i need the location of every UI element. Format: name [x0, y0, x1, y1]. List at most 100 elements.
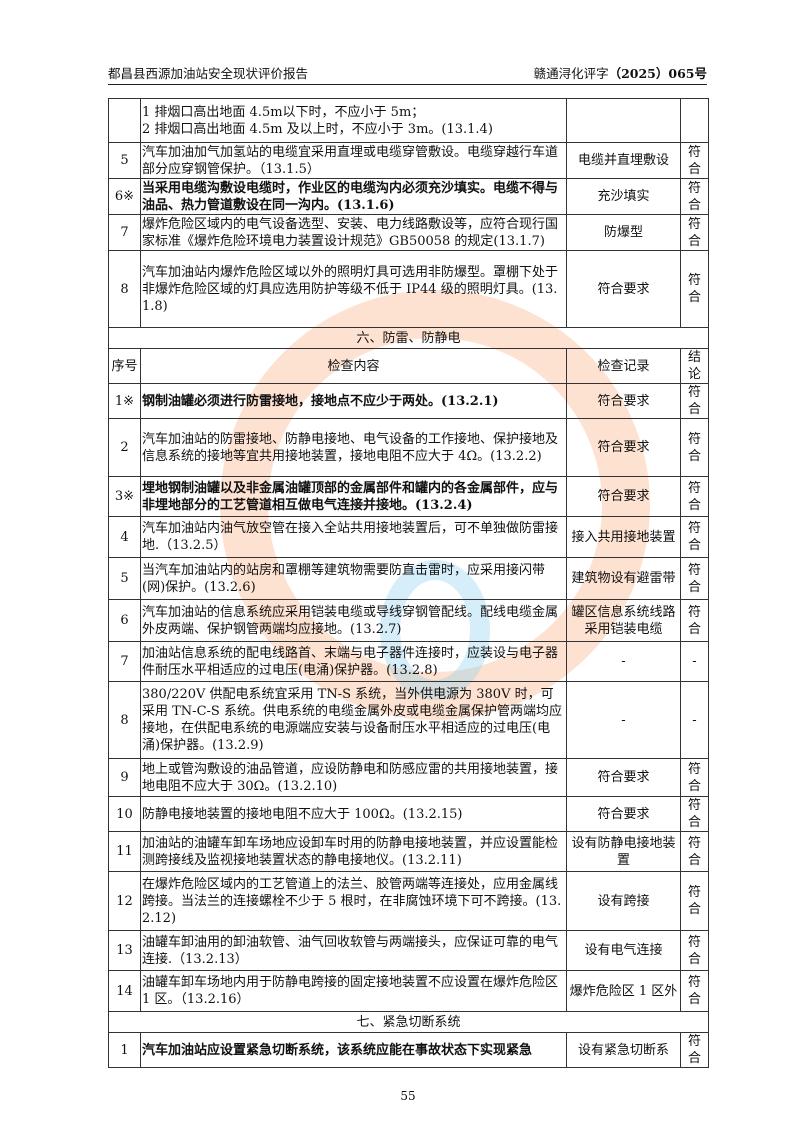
- check-record: 符合要求: [566, 758, 681, 797]
- table-row: 12 在爆炸危险区域内的工艺管道上的法兰、胶管两端等连接处，应用金属线跨接。当法兰…: [108, 871, 709, 931]
- table-row: 1 汽车加油站应设置紧急切断系统，该系统应能在事故状态下实现紧急 设有紧急切断系 符合: [108, 1032, 709, 1068]
- conclusion: 符合: [680, 214, 709, 251]
- row-number: 3※: [108, 476, 141, 517]
- row-number: 13: [108, 930, 141, 971]
- check-record: 符合要求: [566, 250, 681, 328]
- row-number: 12: [108, 871, 141, 931]
- row-number: 7: [108, 214, 141, 251]
- conclusion: 符合: [680, 142, 709, 179]
- conclusion: 符合: [680, 178, 709, 215]
- column-header: 检查内容: [140, 348, 567, 384]
- table-row: 1 排烟口高出地面 4.5m以下时，不应小于 5m； 2 排烟口高出地面 4.5…: [108, 98, 709, 143]
- check-content: 汽车加油加气加氢站的电缆宜采用直埋或电缆穿管敷设。电缆穿越行车道部分应穿钢管保护…: [140, 142, 567, 179]
- check-content: 爆炸危险区域内的电气设备选型、安装、电力线路敷设等，应符合现行国家标准《爆炸危险…: [140, 214, 567, 251]
- column-header: 检查记录: [566, 348, 681, 384]
- table-row: 9 地上或管沟敷设的油品管道，应设防静电和防感应雷的共用接地装置，接地电阻不应大于…: [108, 758, 709, 797]
- section-title-emergency-shutoff: 七、紧急切断系统: [108, 1011, 709, 1033]
- check-record: 符合要求: [566, 796, 681, 832]
- check-record: 设有防静电接地装置: [566, 831, 681, 872]
- row-number: 10: [108, 796, 141, 832]
- table-row: 5 汽车加油加气加氢站的电缆宜采用直埋或电缆穿管敷设。电缆穿越行车道部分应穿钢管保…: [108, 142, 709, 179]
- check-record: 电缆并直埋敷设: [566, 142, 681, 179]
- conclusion: -: [680, 641, 709, 682]
- doc-no-prefix: 赣通浔化评字: [533, 66, 609, 81]
- table-row: 2 汽车加油站的防雷接地、防静电接地、电气设备的工作接地、保护接地及信息系统的接地…: [108, 418, 709, 477]
- check-record: 建筑物设有避雷带: [566, 557, 681, 600]
- conclusion: 符合: [680, 383, 709, 419]
- table-row: 5 当汽车加油站内的站房和罩棚等建筑物需要防直击雷时，应采用接闪带(网)保护。(1…: [108, 557, 709, 600]
- check-record: 设有电气连接: [566, 930, 681, 971]
- table-row: 6※ 当采用电缆沟敷设电缆时，作业区的电缆沟内必须充沙填实。电缆不得与油品、热力管…: [108, 178, 709, 215]
- page-number: 55: [400, 1089, 416, 1103]
- row-number: 7: [108, 641, 141, 682]
- check-content: 埋地钢制油罐以及非金属油罐顶部的金属部件和罐内的各金属部件，应与非埋地部分的工艺…: [140, 476, 567, 517]
- conclusion: -: [680, 681, 709, 759]
- inspection-table: 1 排烟口高出地面 4.5m以下时，不应小于 5m； 2 排烟口高出地面 4.5…: [108, 98, 709, 1068]
- row-number: [108, 98, 141, 143]
- conclusion: 符合: [680, 250, 709, 328]
- check-record: 防爆型: [566, 214, 681, 251]
- check-record: 符合要求: [566, 418, 681, 477]
- conclusion: 符合: [680, 476, 709, 517]
- check-content: 380/220V 供配电系统宜采用 TN-S 系统，当外供电源为 380V 时，…: [140, 681, 567, 759]
- table-row: 8 380/220V 供配电系统宜采用 TN-S 系统，当外供电源为 380V 时…: [108, 681, 709, 759]
- conclusion: 符合: [680, 1032, 709, 1068]
- check-record: 充沙填实: [566, 178, 681, 215]
- check-record: 设有紧急切断系: [566, 1032, 681, 1068]
- column-header: 结论: [680, 348, 709, 384]
- table-row: 11 加油站的油罐车卸车场地应设卸车时用的防静电接地装置，并应设置能检测跨接线及监…: [108, 831, 709, 872]
- check-record: 罐区信息系统线路采用铠装电缆: [566, 599, 681, 642]
- check-record: 符合要求: [566, 383, 681, 419]
- section-row: 七、紧急切断系统: [108, 1011, 709, 1033]
- check-record: 接入共用接地装置: [566, 516, 681, 558]
- table-row: 4 汽车加油站内油气放空管在接入全站共用接地装置后，可不单独做防雷接地.（13.2…: [108, 516, 709, 558]
- row-number: 8: [108, 250, 141, 328]
- table-row: 3※ 埋地钢制油罐以及非金属油罐顶部的金属部件和罐内的各金属部件，应与非埋地部分的…: [108, 476, 709, 517]
- table-row: 7 爆炸危险区域内的电气设备选型、安装、电力线路敷设等，应符合现行国家标准《爆炸危…: [108, 214, 709, 251]
- check-record: 爆炸危险区 1 区外: [566, 970, 681, 1012]
- doc-no-number: （2025）065: [608, 66, 695, 81]
- conclusion: 符合: [680, 557, 709, 600]
- table-row: 7 加油站信息系统的配电线路首、末端与电子器件连接时，应装设与电子器件耐压水平相适…: [108, 641, 709, 682]
- row-number: 1: [108, 1032, 141, 1068]
- check-content: 加油站的油罐车卸车场地应设卸车时用的防静电接地装置，并应设置能检测跨接线及监视接…: [140, 831, 567, 872]
- check-record: 设有跨接: [566, 871, 681, 931]
- row-number: 8: [108, 681, 141, 759]
- page-body: 1 排烟口高出地面 4.5m以下时，不应小于 5m； 2 排烟口高出地面 4.5…: [108, 98, 709, 1104]
- conclusion: 符合: [680, 871, 709, 931]
- table-row: 14 油罐车卸车场地内用于防静电跨接的固定接地装置不应设置在爆炸危险区 1 区。（…: [108, 970, 709, 1012]
- check-record: 符合要求: [566, 476, 681, 517]
- table-row: 6 汽车加油站的信息系统应采用铠装电缆或导线穿钢管配线。配线电缆金属外皮两端、保护…: [108, 599, 709, 642]
- check-content: 当采用电缆沟敷设电缆时，作业区的电缆沟内必须充沙填实。电缆不得与油品、热力管道敷…: [140, 178, 567, 215]
- row-number: 9: [108, 758, 141, 797]
- row-number: 1※: [108, 383, 141, 419]
- check-content: 在爆炸危险区域内的工艺管道上的法兰、胶管两端等连接处，应用金属线跨接。当法兰的连…: [140, 871, 567, 931]
- check-content: 汽车加油站应设置紧急切断系统，该系统应能在事故状态下实现紧急: [140, 1032, 567, 1068]
- row-number: 6※: [108, 178, 141, 215]
- row-number: 14: [108, 970, 141, 1012]
- check-content: 地上或管沟敷设的油品管道，应设防静电和防感应雷的共用接地装置，接地电阻不应大于 …: [140, 758, 567, 797]
- table-row: 1※ 钢制油罐必须进行防雷接地，接地点不应少于两处。(13.2.1) 符合要求 符合: [108, 383, 709, 419]
- table-row: 13 油罐车卸油用的卸油软管、油气回收软管与两端接头，应保证可靠的电气连接.（13…: [108, 930, 709, 971]
- check-record: [566, 98, 681, 143]
- check-content: 当汽车加油站内的站房和罩棚等建筑物需要防直击雷时，应采用接闪带(网)保护。(13…: [140, 557, 567, 600]
- document-number: 赣通浔化评字（2025）065号: [534, 66, 707, 82]
- check-content: 防静电接地装置的接地电阻不应大于 100Ω。(13.2.15): [140, 796, 567, 832]
- conclusion: 符合: [680, 599, 709, 642]
- conclusion: 符合: [680, 970, 709, 1012]
- table-header-row: 序号 检查内容 检查记录 结论: [108, 348, 709, 384]
- section-title-lightning: 六、防雷、防静电: [108, 327, 709, 349]
- check-record: -: [566, 641, 681, 682]
- table-row: 8 汽车加油站内爆炸危险区域以外的照明灯具可选用非防爆型。罩棚下处于非爆炸危险区域…: [108, 250, 709, 328]
- table-row: 10 防静电接地装置的接地电阻不应大于 100Ω。(13.2.15) 符合要求 符合: [108, 796, 709, 832]
- doc-no-suffix: 号: [694, 66, 707, 81]
- check-content: 汽车加油站内油气放空管在接入全站共用接地装置后，可不单独做防雷接地.（13.2.…: [140, 516, 567, 558]
- check-content: 钢制油罐必须进行防雷接地，接地点不应少于两处。(13.2.1): [140, 383, 567, 419]
- check-content: 1 排烟口高出地面 4.5m以下时，不应小于 5m； 2 排烟口高出地面 4.5…: [140, 98, 567, 143]
- conclusion: 符合: [680, 418, 709, 477]
- check-content: 油罐车卸油用的卸油软管、油气回收软管与两端接头，应保证可靠的电气连接.（13.2…: [140, 930, 567, 971]
- conclusion: [680, 98, 709, 143]
- check-content: 油罐车卸车场地内用于防静电跨接的固定接地装置不应设置在爆炸危险区 1 区。（13…: [140, 970, 567, 1012]
- conclusion: 符合: [680, 516, 709, 558]
- section-row: 六、防雷、防静电: [108, 327, 709, 349]
